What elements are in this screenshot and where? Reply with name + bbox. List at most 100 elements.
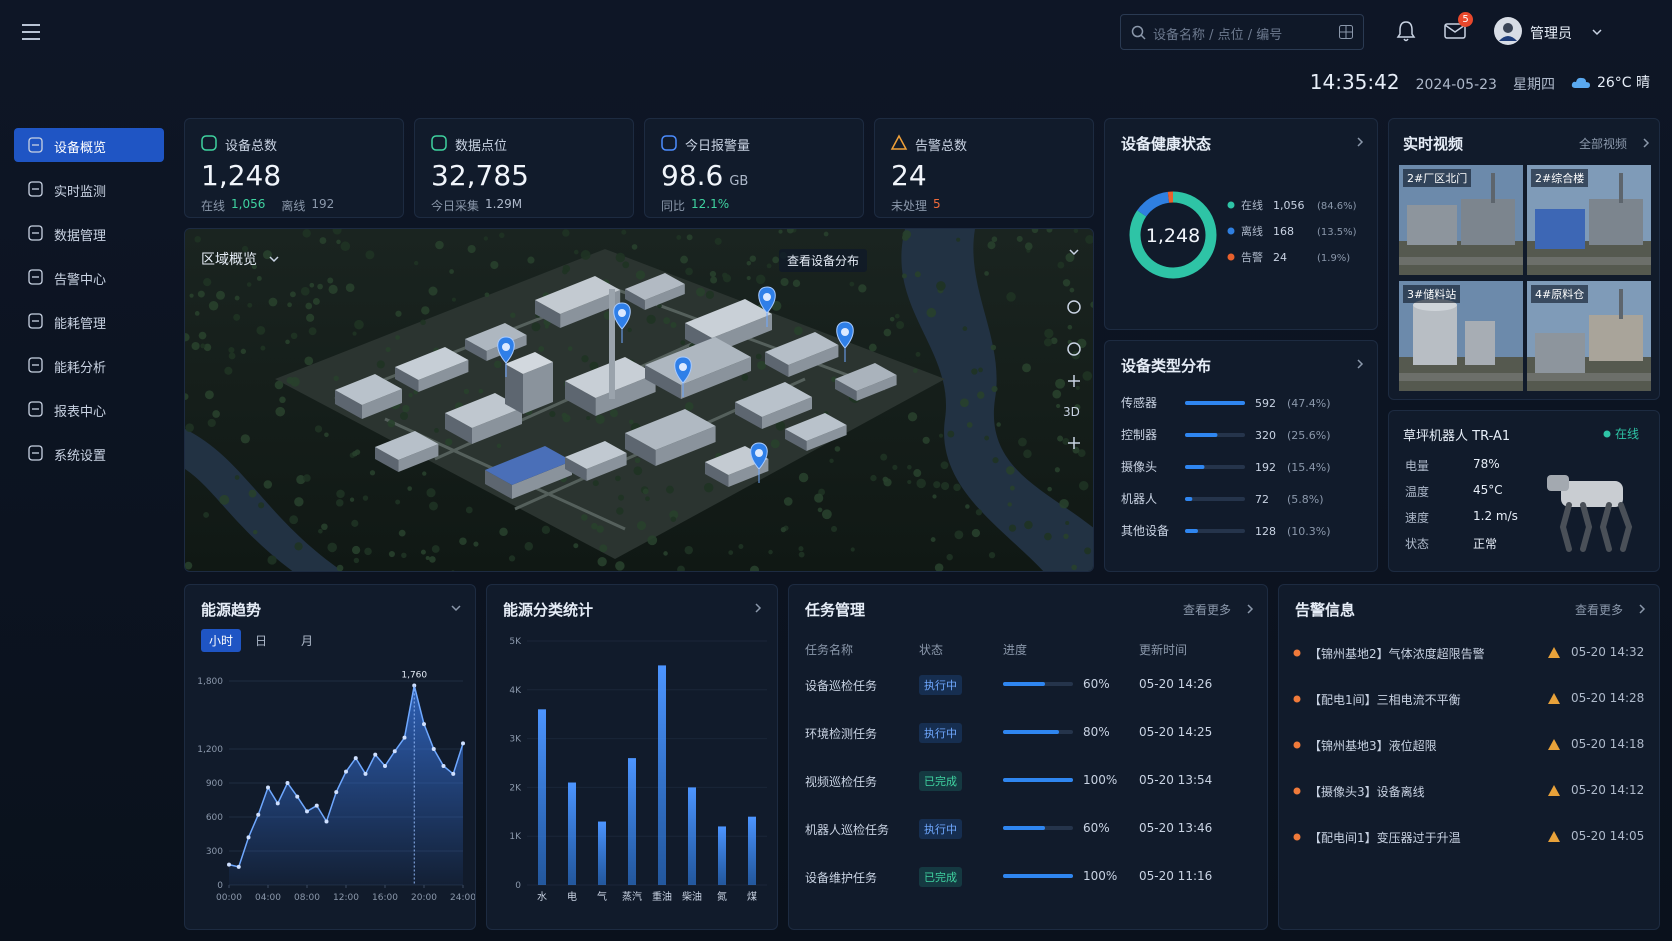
robot-value: 45°C [1473,483,1503,497]
building-side [505,364,523,414]
tree [198,331,207,340]
type-bar [1185,401,1245,405]
tree [642,488,649,495]
nav-item[interactable]: 能耗分析 [14,348,164,382]
building-side [705,462,729,487]
tree [933,481,941,489]
task-panel: 任务管理 查看更多 任务名称 状态 进度 更新时间 设备巡检任务 执行中 60% 05-20 14… [788,584,1268,930]
kpi-label: 告警总数 [915,139,968,154]
tree [465,506,473,514]
tree [429,556,436,563]
nav-item[interactable]: 数据管理 [14,216,164,250]
alert-icon [1548,785,1560,796]
nav-item[interactable]: 告警中心 [14,260,164,294]
tree [591,522,598,530]
tree [508,555,516,562]
tree [749,255,757,262]
point [431,747,436,751]
map-pin-label[interactable]: 查看设备分布 [779,249,868,272]
progress-bar [1003,778,1073,782]
energy-bar-panel: 能源分类统计 0 1K 2K 3K 4K 5K 水 电 气 蒸汽 重油 柴油 氮 煤 [486,584,778,930]
point [314,803,319,808]
kpi-value-row: 1,248 [201,159,281,192]
tree [636,521,647,531]
map-mode[interactable]: 3D [1063,405,1080,419]
chevron [1592,29,1602,36]
alert-text[interactable]: 【配电间1】变压器过于升温 [1309,831,1461,845]
tree [595,414,605,425]
more-link[interactable]: 全部视频 [1579,137,1628,151]
kpi-unit: GB [729,174,749,189]
tree [757,360,767,370]
tree [770,439,780,449]
legend-dot [1227,201,1235,209]
dot [1293,741,1301,749]
more-link[interactable]: 查看更多 [1183,603,1232,617]
point [344,769,348,774]
tree [332,229,342,235]
alert-text[interactable]: 【锦州基地3】液位超限 [1309,739,1437,753]
tree [352,450,358,457]
kpi-details: 同比 12.1% [661,197,729,214]
progress-label: 60% [1083,677,1110,691]
tree [1043,338,1053,347]
video-label: 2#厂区北门 [1403,169,1472,187]
tree [246,282,252,287]
point [324,819,329,824]
kpi-detail-label: 今日采集 [431,199,480,213]
nav-item[interactable]: 报表中心 [14,392,164,426]
tree [538,345,545,352]
nav-item[interactable]: 实时监测 [14,172,164,206]
river [185,429,343,571]
tab[interactable]: 小时 [201,629,242,652]
x-tick-label: 00:00 [216,893,242,903]
tree [435,240,444,250]
building-side [375,447,399,472]
tree [256,276,262,281]
alert-text[interactable]: 【锦州基地2】气体浓度超限告警 [1309,647,1485,661]
tree [988,551,996,559]
panel-title: 设备健康状态 [1121,135,1212,153]
kpi-detail-label: 在线 [201,199,226,213]
tree [710,276,718,284]
bar [658,665,666,885]
tree [420,549,426,555]
chevron-icon [269,256,279,263]
tree [262,250,272,260]
search-box[interactable]: 设备名称 / 点位 / 编号 [1120,14,1364,50]
alert-text[interactable]: 【摄像头3】设备离线 [1309,785,1425,799]
tank [1413,305,1457,365]
user-name[interactable]: 管理员 [1530,26,1572,42]
tree [1055,378,1066,389]
nav-item[interactable]: 设备概览 [14,128,164,162]
tree [902,230,912,239]
tree [894,313,900,319]
tree [388,550,395,558]
tree [300,286,310,296]
map-title[interactable]: 区域概览 [201,252,257,268]
tree [657,303,662,309]
tree [234,475,240,480]
warn [1548,831,1560,842]
nav-icon [28,445,43,461]
kpi-icon [201,135,217,151]
nav-item[interactable]: 系统设置 [14,436,164,470]
types-panel: 设备类型分布 传感器 592 (47.4%) 控制器 320 (25.6%) 摄像头 192 (1… [1104,340,1378,572]
tree [312,297,320,305]
tree [695,287,706,297]
tree [617,494,625,501]
tree [1084,547,1092,555]
tree [755,353,762,360]
tab[interactable]: 日 [255,634,268,648]
nav-item[interactable]: 能耗管理 [14,304,164,338]
x-tick-label: 重油 [652,890,672,903]
alert-text[interactable]: 【配电1间】三相电流不平衡 [1309,693,1461,707]
tree [286,376,294,384]
kpi-icon-shape [201,135,217,151]
more-link[interactable]: 查看更多 [1575,603,1624,617]
nav-label: 告警中心 [54,273,107,288]
tree [722,272,728,279]
tab[interactable]: 月 [301,634,314,648]
tree [422,471,427,476]
tree [596,525,604,533]
